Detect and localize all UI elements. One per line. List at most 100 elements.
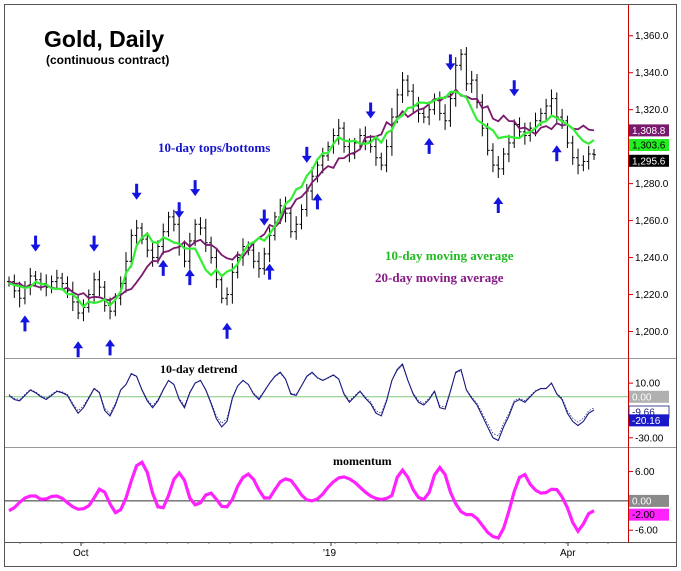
top-arrow-icon [509,80,520,97]
chart-subtitle: (continuous contract) [46,53,169,67]
ma20-annotation: 20-day moving average [375,270,504,285]
y-axis-ticks: 1,360.01,340.01,320.01,300.01,280.01,260… [628,31,669,537]
turning-point-arrows [19,54,562,358]
price-tick-label: 1,200.0 [635,327,669,338]
x-tick-label: '19 [323,548,336,559]
price-value-tag: 1,295.6 [632,156,666,167]
down-arrow-shape [301,146,312,163]
chart-title: Gold, Daily [44,26,164,52]
price-bar [256,252,261,278]
price-bar [299,204,304,230]
bottom-arrow-icon [184,269,195,286]
down-arrow-shape [174,202,185,219]
price-bar [145,231,150,258]
price-bar [373,138,378,166]
x-tick-label: Oct [73,548,89,559]
momentum-zero-tag-bg [629,494,669,507]
price-bars [7,47,596,322]
bottom-arrow-icon [551,145,562,162]
down-arrow-shape [445,54,456,71]
detrend-panel-title: 10-day detrend [160,362,238,376]
bottom-arrow-icon [73,341,84,358]
price-bar [570,135,575,165]
price-bar [581,155,586,172]
price-tick-label: 1,220.0 [635,290,669,301]
detrend-secondary-tag: -20.16 [632,416,661,427]
detrend-tick-label: 10.00 [635,379,660,390]
price-bar [384,139,389,173]
price-bar [427,101,432,126]
price-bar [506,134,511,163]
price-bar [22,281,27,305]
price-bar [592,148,596,160]
momentum-line [8,460,595,540]
detrend-secondary-tag-bg [629,414,669,427]
price-bar [405,75,410,97]
price-tick-label: 1,280.0 [635,179,669,190]
bottom-arrow-icon [222,322,233,339]
x-tick-label: Apr [560,548,576,559]
price-bar [203,218,208,252]
detrend-series [8,362,595,442]
price-bar [102,281,107,312]
down-arrow-shape [30,235,41,252]
down-arrow-shape [259,209,270,226]
price-bar [177,215,182,256]
price-bar [490,143,495,173]
price-bar [432,93,437,115]
down-arrow-shape [365,102,376,119]
down-arrow-shape [509,80,520,97]
price-bar [576,148,581,175]
price-value-tag: 1,308.8 [632,126,666,137]
price-bar [469,70,474,93]
price-tick-label: 1,360.0 [635,31,669,42]
price-bar [464,47,469,91]
ma20-line [8,88,595,302]
price-bar [166,211,171,237]
up-arrow-shape [73,341,84,358]
detrend-zero-tag-bg [629,390,669,403]
detrend-value-tag: -9.66 [632,408,655,419]
price-bar [182,240,187,268]
price-bar [549,89,554,116]
price-bar [336,119,341,145]
price-bar [129,229,134,268]
price-bar [453,57,458,107]
price-value-tag-bg [629,124,669,137]
price-bar [368,135,373,153]
price-bar [81,299,86,322]
price-bar [586,145,591,170]
x-axis-ticks: Oct '19 Apr [19,542,609,559]
price-tick-label: 1,260.0 [635,216,669,227]
bottom-arrow-icon [19,315,30,332]
top-arrow-icon [259,209,270,226]
top-arrow-icon [174,202,185,219]
price-bar [544,98,549,121]
price-bar [294,216,299,240]
price-bar [421,107,426,124]
up-arrow-shape [424,137,435,154]
price-bar [60,272,65,289]
price-bar [496,155,501,178]
price-bar [161,223,166,255]
top-arrow-icon [445,54,456,71]
detrend-tick-label: -30.00 [635,433,664,444]
momentum-panel-title: momentum [333,454,392,468]
up-arrow-shape [19,315,30,332]
price-bar [320,147,325,174]
momentum-value-tag: -2.00 [632,510,655,521]
price-bar [411,84,416,114]
momentum-zero-tag: 0.00 [632,496,652,507]
price-bar [49,275,54,294]
price-value-tag-bg [629,138,669,151]
price-bar [379,152,384,171]
up-arrow-shape [264,263,275,280]
detrend-line [8,362,595,442]
price-bar [459,49,464,71]
price-bar [209,236,214,264]
price-tick-label: 1,240.0 [635,253,669,264]
bottom-arrow-icon [264,263,275,280]
momentum-series [8,460,595,540]
price-bar [198,217,203,236]
